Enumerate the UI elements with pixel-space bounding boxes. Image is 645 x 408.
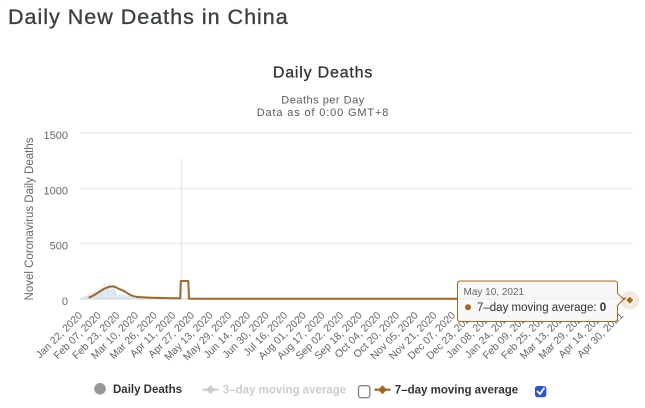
svg-text:Daily New Deaths in China: Daily New Deaths in China	[8, 5, 289, 29]
svg-text:7–day moving average: 7–day moving average	[395, 385, 518, 397]
svg-text:7–day moving average: 0: 7–day moving average: 0	[477, 302, 606, 314]
svg-text:Daily Deaths: Daily Deaths	[273, 65, 373, 82]
svg-text:Data as of 0:00 GMT+8: Data as of 0:00 GMT+8	[257, 107, 390, 119]
svg-text:Novel Coronavirus Daily Deaths: Novel Coronavirus Daily Deaths	[24, 137, 36, 300]
svg-text:Daily Deaths: Daily Deaths	[113, 384, 182, 396]
svg-text:1000: 1000	[44, 185, 68, 197]
svg-text:May 10, 2021: May 10, 2021	[464, 287, 525, 298]
svg-text:Deaths per Day: Deaths per Day	[281, 95, 364, 107]
svg-text:0: 0	[62, 296, 68, 308]
svg-text:3–day moving average: 3–day moving average	[223, 385, 346, 397]
svg-text:500: 500	[50, 241, 68, 253]
svg-text:1500: 1500	[44, 130, 68, 142]
